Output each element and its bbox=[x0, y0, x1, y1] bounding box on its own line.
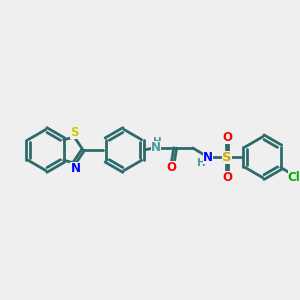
Text: S: S bbox=[70, 126, 79, 139]
Text: H: H bbox=[196, 158, 205, 168]
Text: H: H bbox=[153, 137, 162, 147]
Text: N: N bbox=[70, 162, 80, 175]
Text: O: O bbox=[222, 131, 232, 144]
Text: S: S bbox=[222, 151, 232, 164]
Text: N: N bbox=[151, 141, 161, 154]
Text: N: N bbox=[203, 151, 213, 164]
Text: O: O bbox=[167, 161, 177, 174]
Text: O: O bbox=[222, 171, 232, 184]
Text: Cl: Cl bbox=[288, 171, 300, 184]
